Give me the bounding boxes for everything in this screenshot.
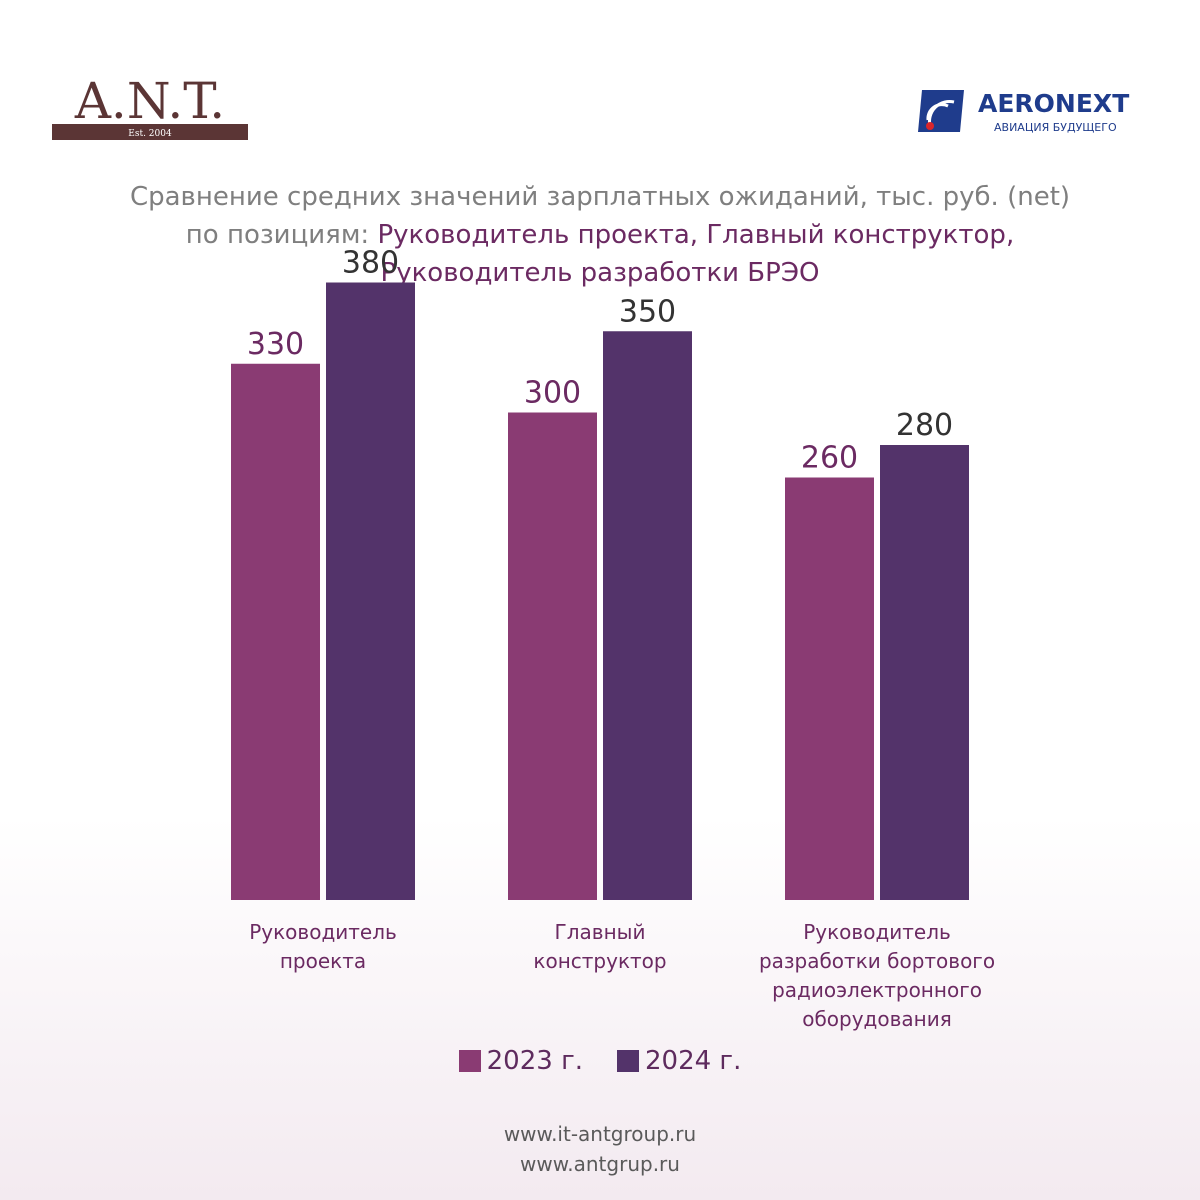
category-label-2-line-1: разработки бортового (758, 949, 996, 973)
title-line-1: Сравнение средних значений зарплатных ож… (129, 182, 1071, 212)
ant-logo-text: A.N.T. (74, 72, 225, 130)
aeronext-tagline: АВИАЦИЯ БУДУЩЕГО (994, 121, 1117, 134)
category-label-2-line-0: Руководитель (803, 920, 951, 944)
category-label-1-line-1: конструктор (533, 949, 667, 973)
data-label-2024-cat-2: 280 (896, 408, 953, 443)
legend-item-2024: 2024 г. (617, 1046, 741, 1076)
legend-item-2023: 2023 г. (458, 1046, 583, 1076)
category-label-0: Руководитель проекта (173, 918, 473, 976)
category-label-0-line-0: Руководитель (249, 920, 397, 944)
category-label-1-line-0: Главный (554, 920, 646, 944)
title-line-2: по позициям: Руководитель проекта, Главн… (0, 216, 1200, 254)
legend-swatch-2024 (617, 1050, 639, 1072)
bar-2023-cat-2 (785, 477, 874, 900)
legend: 2023 г. 2024 г. (0, 1046, 1200, 1076)
bar-2024-cat-1 (603, 331, 692, 900)
data-label-2023-cat-0: 330 (247, 327, 304, 362)
legend-swatch-2023 (458, 1050, 481, 1072)
aeronext-emblem-icon (918, 90, 964, 132)
aeronext-logo: AERONEXT АВИАЦИЯ БУДУЩЕГО (918, 89, 1129, 134)
footer-url-2: www.antgrup.ru (520, 1152, 680, 1176)
title-line-2-prefix: по позициям: (185, 220, 378, 250)
ant-est-text: Est. 2004 (128, 129, 172, 139)
legend-label-2023: 2023 г. (486, 1046, 583, 1076)
legend-label-2024: 2024 г. (645, 1046, 742, 1076)
ant-logo: A.N.T. Est. 2004 (52, 72, 248, 140)
data-label-2023-cat-1: 300 (524, 376, 581, 411)
bar-2024-cat-2 (880, 445, 969, 900)
category-label-2-line-2: радиоэлектронного (772, 978, 982, 1002)
data-label-2024-cat-0: 380 (342, 246, 399, 281)
footer-url-1: www.it-antgroup.ru (503, 1122, 697, 1146)
bar-2023-cat-0 (231, 363, 320, 900)
category-label-2: Руководитель разработки бортового радиоэле… (727, 918, 1027, 1034)
aeronext-wordmark: AERONEXT (978, 89, 1129, 118)
bar-2023-cat-1 (508, 412, 597, 900)
bar-2024-cat-0 (326, 282, 415, 900)
category-label-2-line-3: оборудования (802, 1007, 952, 1031)
category-label-1: Главный конструктор (450, 918, 750, 976)
ant-logo-bar (52, 124, 248, 140)
data-label-2024-cat-1: 350 (619, 294, 676, 329)
chart-title: Сравнение средних значений зарплатных ож… (0, 178, 1200, 292)
title-line-3: Руководитель разработки БРЭО (380, 258, 820, 288)
category-label-0-line-1: проекта (279, 949, 367, 973)
title-line-2-accent: Руководитель проекта, Главный конструкто… (377, 220, 1015, 250)
data-label-2023-cat-2: 260 (801, 441, 858, 476)
